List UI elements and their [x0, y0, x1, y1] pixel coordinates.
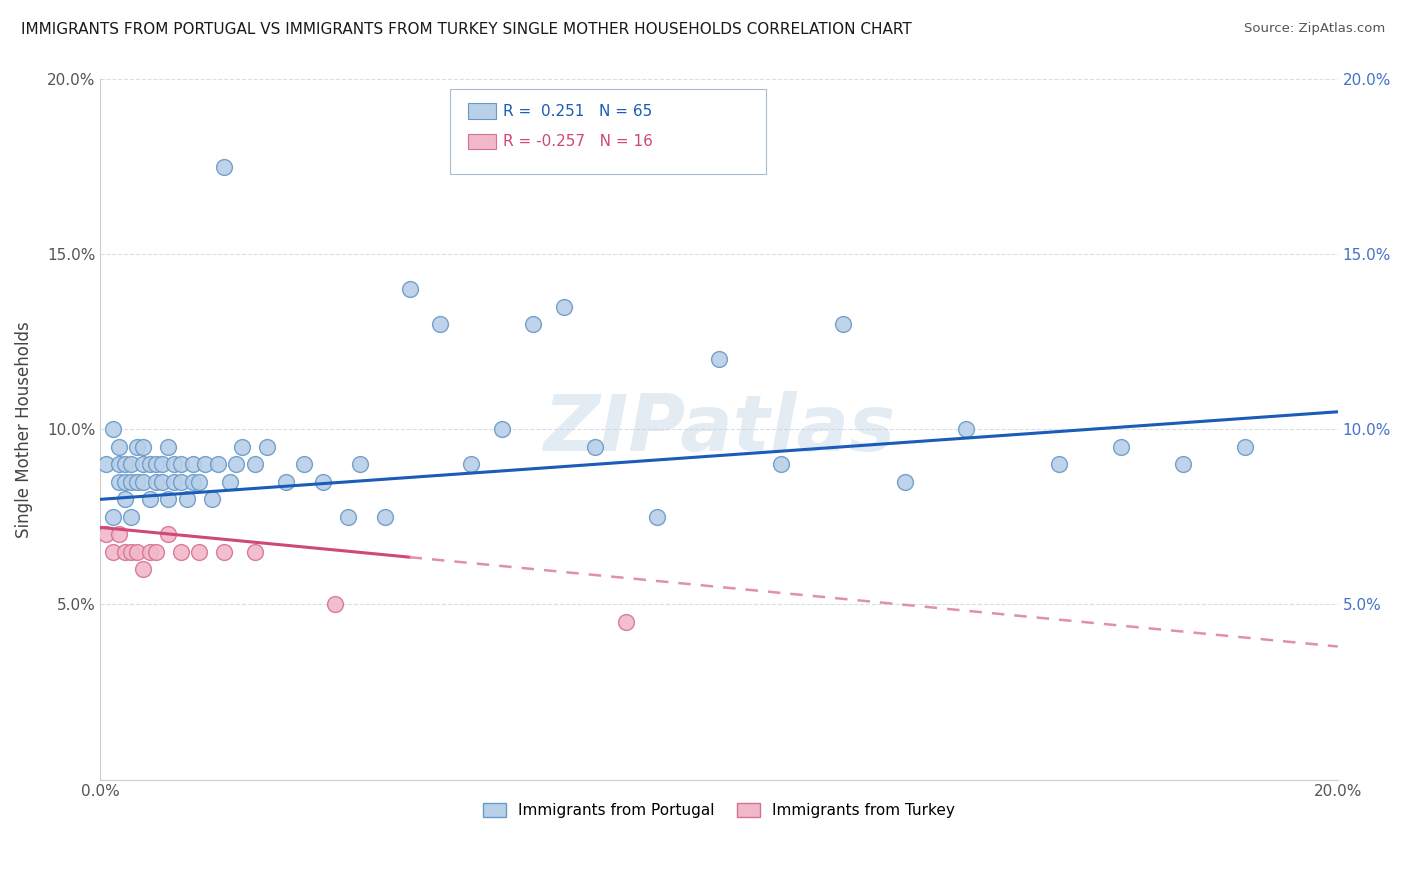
Point: [893, 475, 915, 489]
Point: [212, 160, 235, 174]
Point: [120, 458, 142, 472]
Point: [312, 475, 335, 489]
Point: [169, 475, 191, 489]
Point: [132, 458, 155, 472]
Point: [132, 475, 155, 489]
Point: [207, 458, 229, 472]
Point: [132, 440, 155, 454]
Point: [349, 458, 371, 472]
Point: [163, 458, 186, 472]
Point: [194, 458, 217, 472]
Point: [127, 475, 149, 489]
Point: [127, 545, 149, 559]
Point: [145, 545, 167, 559]
Text: R = -0.257   N = 16: R = -0.257 N = 16: [503, 135, 654, 149]
Point: [1233, 440, 1256, 454]
Point: [243, 458, 266, 472]
Point: [460, 458, 482, 472]
Point: [553, 300, 575, 314]
Point: [336, 509, 359, 524]
Text: R =  0.251   N = 65: R = 0.251 N = 65: [503, 104, 652, 119]
Point: [157, 527, 180, 541]
Point: [145, 475, 167, 489]
Point: [181, 458, 204, 472]
Point: [200, 492, 222, 507]
Legend: Immigrants from Portugal, Immigrants from Turkey: Immigrants from Portugal, Immigrants fro…: [477, 797, 962, 824]
Point: [398, 282, 420, 296]
Point: [107, 527, 129, 541]
Point: [188, 545, 211, 559]
Point: [138, 545, 160, 559]
Point: [169, 458, 191, 472]
Point: [138, 492, 160, 507]
Point: [181, 475, 204, 489]
Point: [583, 440, 606, 454]
Point: [169, 545, 191, 559]
Point: [120, 475, 142, 489]
Point: [107, 475, 129, 489]
Point: [614, 615, 637, 629]
Point: [114, 492, 136, 507]
Text: Source: ZipAtlas.com: Source: ZipAtlas.com: [1244, 22, 1385, 36]
Text: IMMIGRANTS FROM PORTUGAL VS IMMIGRANTS FROM TURKEY SINGLE MOTHER HOUSEHOLDS CORR: IMMIGRANTS FROM PORTUGAL VS IMMIGRANTS F…: [21, 22, 912, 37]
Point: [120, 509, 142, 524]
Point: [522, 317, 544, 331]
Point: [157, 440, 180, 454]
Point: [101, 422, 124, 436]
Point: [107, 458, 129, 472]
Point: [831, 317, 853, 331]
Point: [707, 352, 730, 367]
Point: [145, 458, 167, 472]
Point: [107, 440, 129, 454]
Point: [96, 458, 118, 472]
Point: [491, 422, 513, 436]
Point: [188, 475, 211, 489]
Point: [243, 545, 266, 559]
Point: [157, 492, 180, 507]
Point: [114, 545, 136, 559]
Point: [1109, 440, 1132, 454]
Point: [256, 440, 278, 454]
Point: [150, 458, 173, 472]
Point: [225, 458, 247, 472]
Point: [323, 598, 346, 612]
Point: [274, 475, 297, 489]
Point: [374, 509, 396, 524]
Point: [212, 545, 235, 559]
Point: [127, 440, 149, 454]
Point: [231, 440, 253, 454]
Point: [96, 527, 118, 541]
Point: [114, 458, 136, 472]
Point: [769, 458, 792, 472]
Point: [429, 317, 451, 331]
Point: [114, 475, 136, 489]
Point: [132, 562, 155, 576]
Point: [150, 475, 173, 489]
Point: [645, 509, 668, 524]
Point: [955, 422, 977, 436]
Point: [1047, 458, 1070, 472]
Point: [120, 545, 142, 559]
Point: [1171, 458, 1194, 472]
Point: [163, 475, 186, 489]
Y-axis label: Single Mother Households: Single Mother Households: [15, 321, 32, 538]
Point: [138, 458, 160, 472]
Point: [219, 475, 242, 489]
Point: [292, 458, 315, 472]
Point: [101, 509, 124, 524]
Point: [176, 492, 198, 507]
Point: [101, 545, 124, 559]
Text: ZIPatlas: ZIPatlas: [543, 392, 896, 467]
